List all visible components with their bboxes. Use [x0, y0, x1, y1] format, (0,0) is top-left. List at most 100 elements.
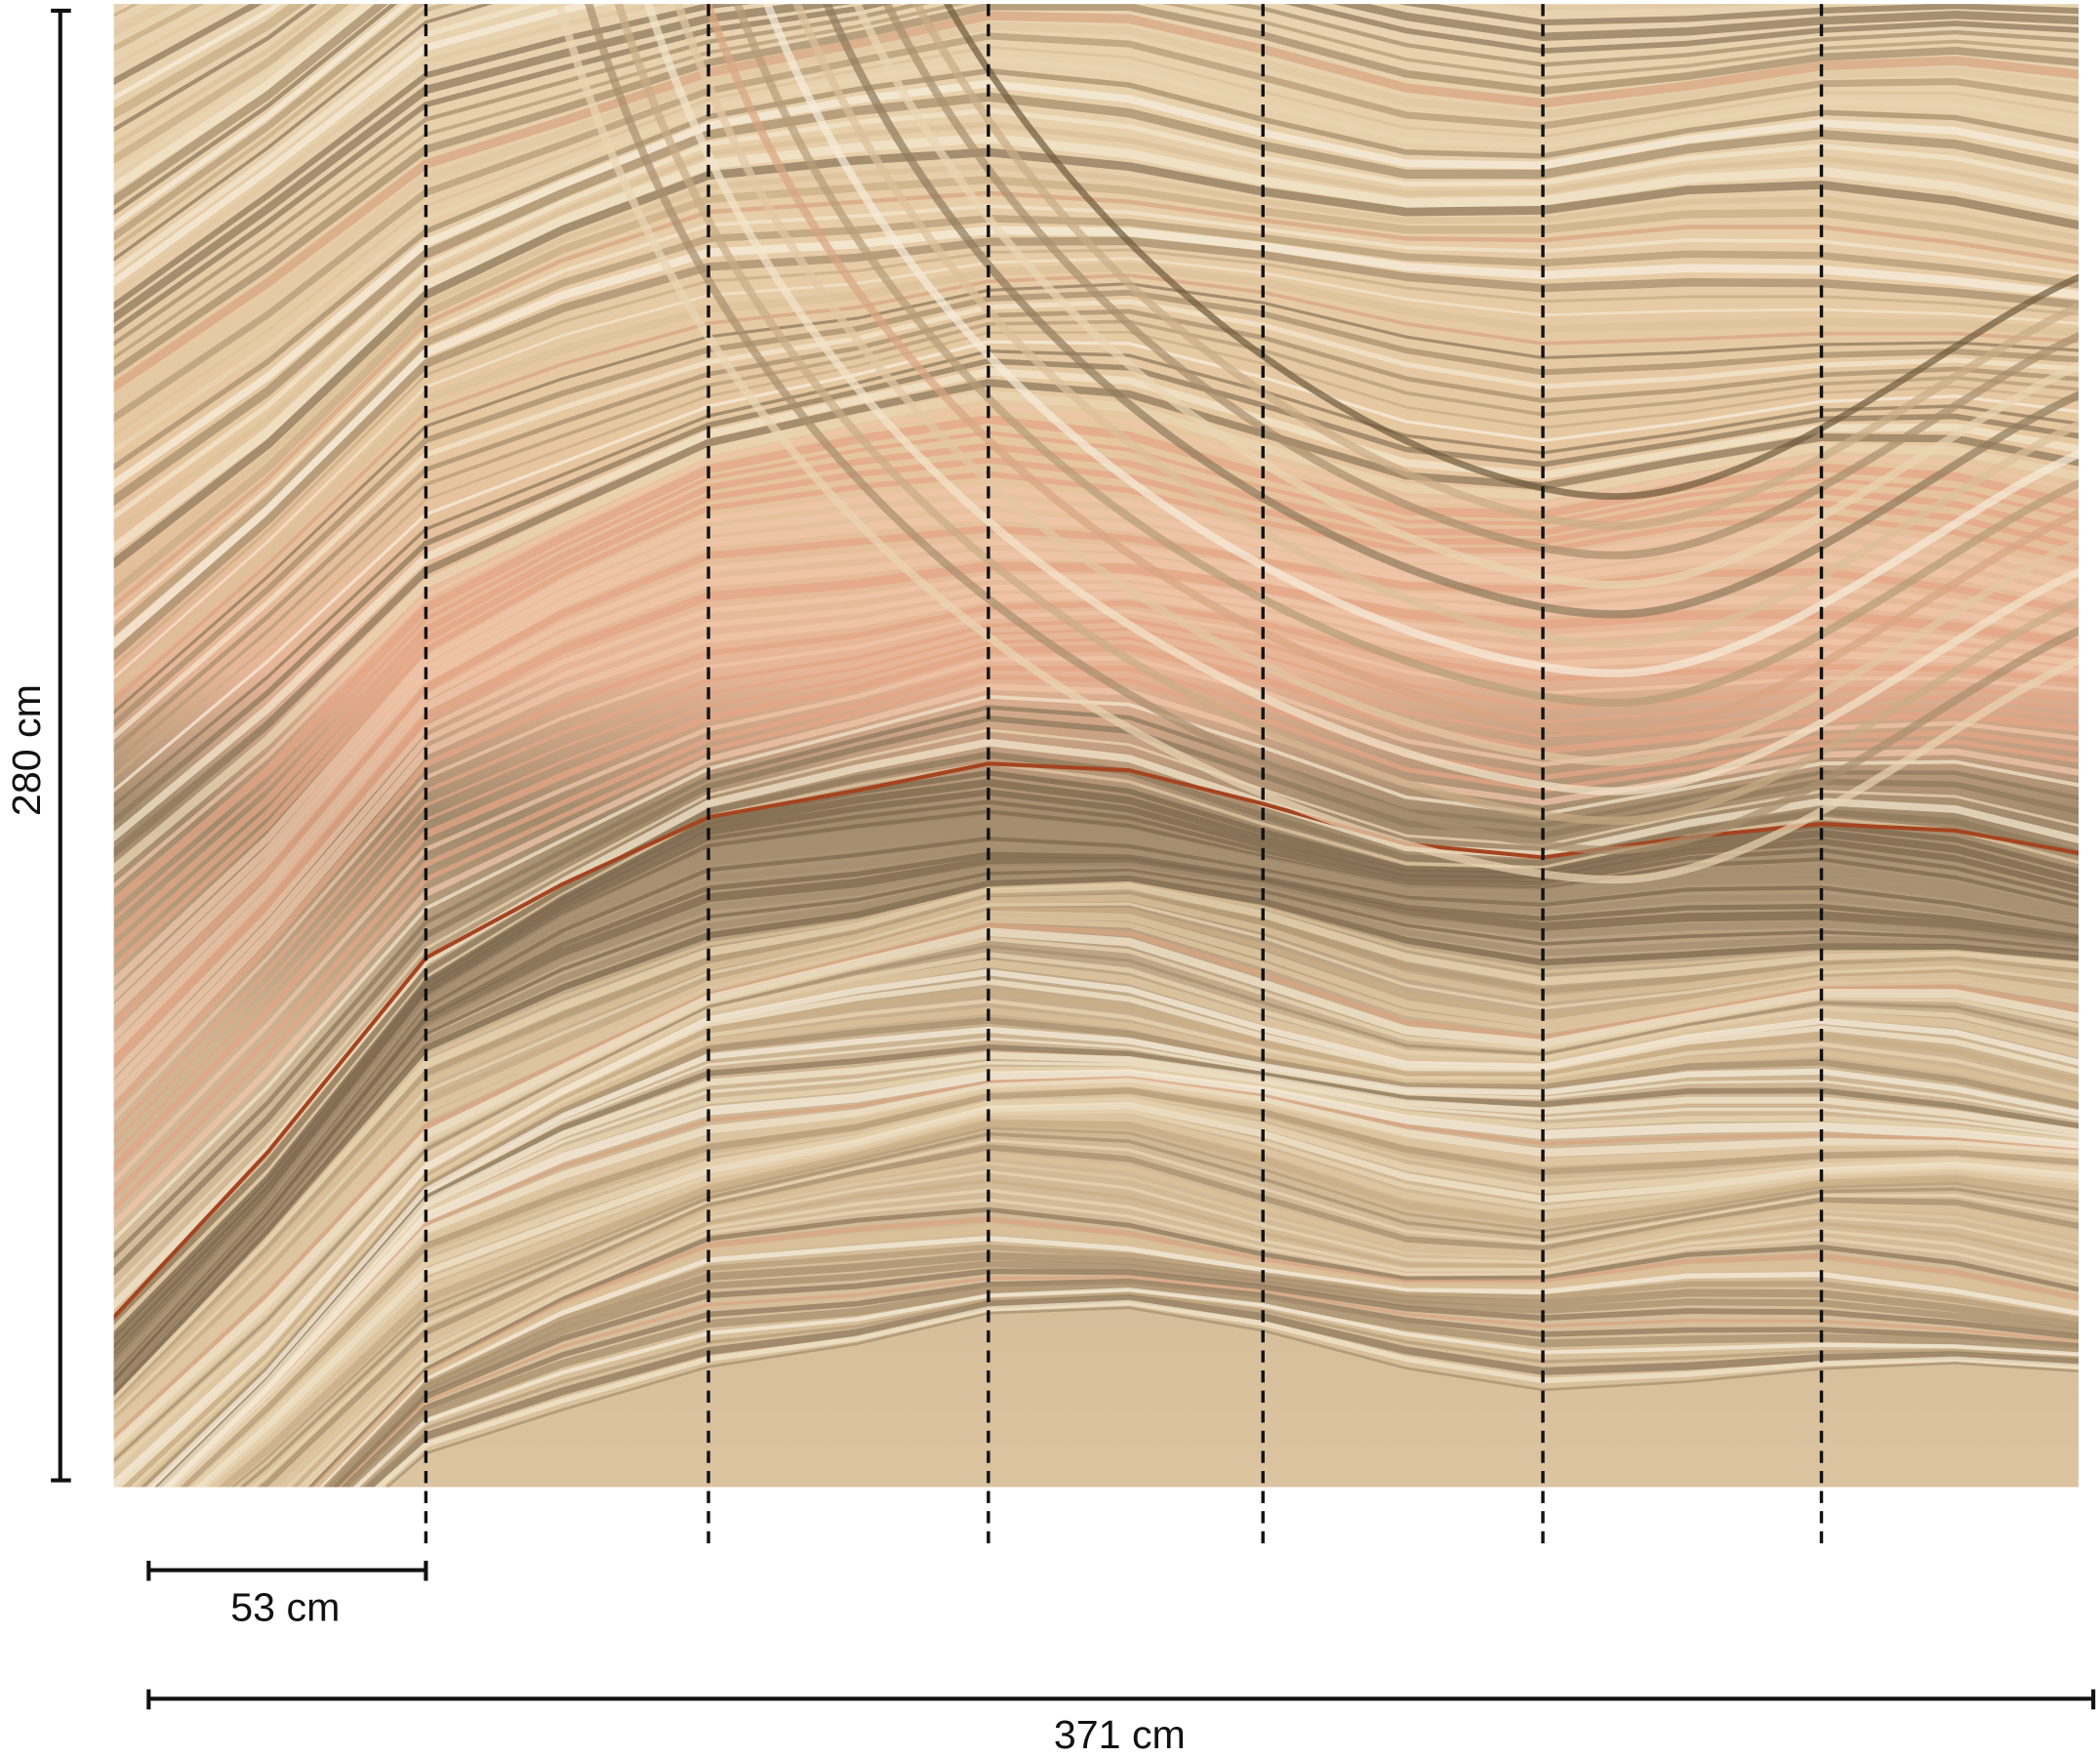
grain-line [298, 1188, 2080, 1488]
grain-line [113, 599, 2080, 1113]
grain-line [332, 1268, 2080, 1488]
grain-line [113, 851, 2080, 1387]
grain-line [113, 910, 2080, 1431]
grain-line [113, 902, 2080, 1417]
grain-line [113, 674, 2080, 1213]
grain-line [163, 1061, 2080, 1488]
grain-line [113, 936, 2080, 1456]
grain-line [180, 1086, 2080, 1488]
grain-line [113, 728, 2080, 1290]
grain-line [113, 917, 2080, 1436]
grain-line [113, 875, 2080, 1402]
grain-line [80, 0, 2100, 1]
grain-line [113, 826, 2080, 1378]
grain-line [113, 175, 2080, 598]
grain-line [113, 705, 2080, 1259]
panel-width-label: 53 cm [230, 1585, 340, 1630]
grain-line [113, 952, 2080, 1472]
grain-line [113, 789, 2080, 1355]
grain-arc [704, 4, 2080, 737]
grain-line [341, 1278, 2080, 1488]
grain-line [121, 988, 2080, 1488]
grain-line [113, 907, 2080, 1423]
grain-line [250, 1138, 2080, 1488]
grain-line [313, 1224, 2080, 1488]
grain-line [113, 871, 2080, 1399]
grain-line [189, 1096, 2080, 1488]
grain-line [267, 1152, 2080, 1488]
grain-line [113, 4, 2080, 298]
wallpaper-pattern [80, 0, 2100, 1488]
grain-line [113, 4, 494, 263]
grain-line [113, 843, 2080, 1385]
grain-line [171, 1078, 2080, 1488]
vein-line [113, 761, 2080, 1321]
grain-line [113, 4, 2080, 347]
grain-line [113, 331, 2080, 779]
grain-line [113, 404, 2080, 889]
grain-line [130, 999, 2080, 1488]
grain-line [113, 147, 2080, 569]
grain-line [113, 484, 2080, 988]
grain-line [135, 1007, 2080, 1488]
grain-line [113, 20, 2080, 408]
grain-arc [733, 4, 2080, 708]
grain-line [113, 248, 2080, 670]
grain-line [113, 862, 2080, 1394]
grain-line [113, 511, 2080, 1017]
total-width-label: 371 cm [1054, 1712, 1186, 1757]
total-width-dimension [146, 1689, 2096, 1710]
grain-arc [792, 4, 2080, 648]
grain-arc [555, 4, 2080, 884]
grain-line [113, 349, 2080, 808]
grain-arc [912, 4, 2080, 530]
grain-line [113, 4, 2080, 309]
grain-arc [823, 4, 2080, 619]
grain-line [113, 644, 2080, 1173]
grain-line [113, 761, 2080, 1330]
grain-line [113, 263, 2080, 695]
grain-line [113, 4, 609, 287]
grain-line [113, 273, 2080, 704]
grain-line [113, 4, 2080, 360]
grain-line [113, 856, 2080, 1393]
grain-line [113, 190, 2080, 609]
grain-line [113, 107, 2080, 520]
grain-line [374, 1299, 2080, 1488]
grain-line [145, 1026, 2080, 1488]
grain-line [113, 561, 2080, 1069]
grain-line [113, 367, 2080, 842]
grain-line [203, 1109, 2080, 1488]
grain-line [175, 1082, 2080, 1488]
grain-line [322, 1244, 2080, 1488]
grain-line [140, 1016, 2080, 1488]
grain-line [113, 67, 2080, 470]
grain-line [157, 1051, 2080, 1488]
grain-line [364, 1293, 2080, 1488]
grain-arc [944, 4, 2080, 501]
grain-line [113, 883, 2080, 1409]
grain-line [113, 379, 2080, 859]
grain-line [113, 4, 2080, 323]
grain-arc [614, 4, 2080, 825]
grain-line [113, 837, 2080, 1379]
panel-width-dimension [146, 1560, 428, 1581]
panel-seams [424, 4, 1824, 1545]
grain-line [113, 968, 2080, 1488]
grain-line [113, 894, 2080, 1415]
grain-line [186, 1093, 2080, 1488]
grain-line [113, 880, 2080, 1402]
grain-line [113, 215, 2080, 636]
grain-line [303, 1198, 2080, 1488]
grain-line [324, 1251, 2080, 1488]
grain-line [113, 204, 2080, 622]
grain-line [113, 32, 2080, 423]
grain-line [113, 340, 2080, 794]
grain-line [239, 1131, 2080, 1488]
grain-line [113, 799, 2080, 1360]
grain-line [113, 92, 2080, 507]
grain-line [113, 289, 2080, 728]
